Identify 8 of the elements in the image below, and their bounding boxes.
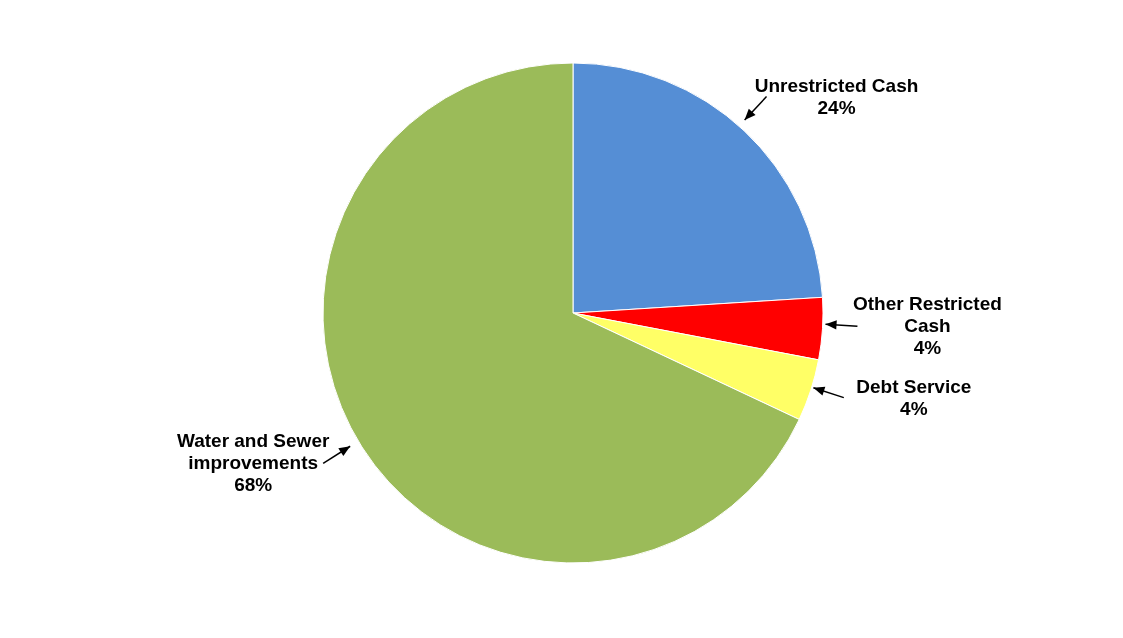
data-label: 4% xyxy=(900,397,928,419)
slice-label: Water and Sewer improvements xyxy=(176,430,330,474)
slice-label: Other Restricted Cash xyxy=(852,293,1002,337)
data-label: 24% xyxy=(817,96,856,118)
slice-label: Debt Service xyxy=(856,375,972,397)
slice-label: Unrestricted Cash xyxy=(754,74,919,96)
data-label: 68% xyxy=(234,474,273,496)
data-label: 4% xyxy=(913,337,942,359)
